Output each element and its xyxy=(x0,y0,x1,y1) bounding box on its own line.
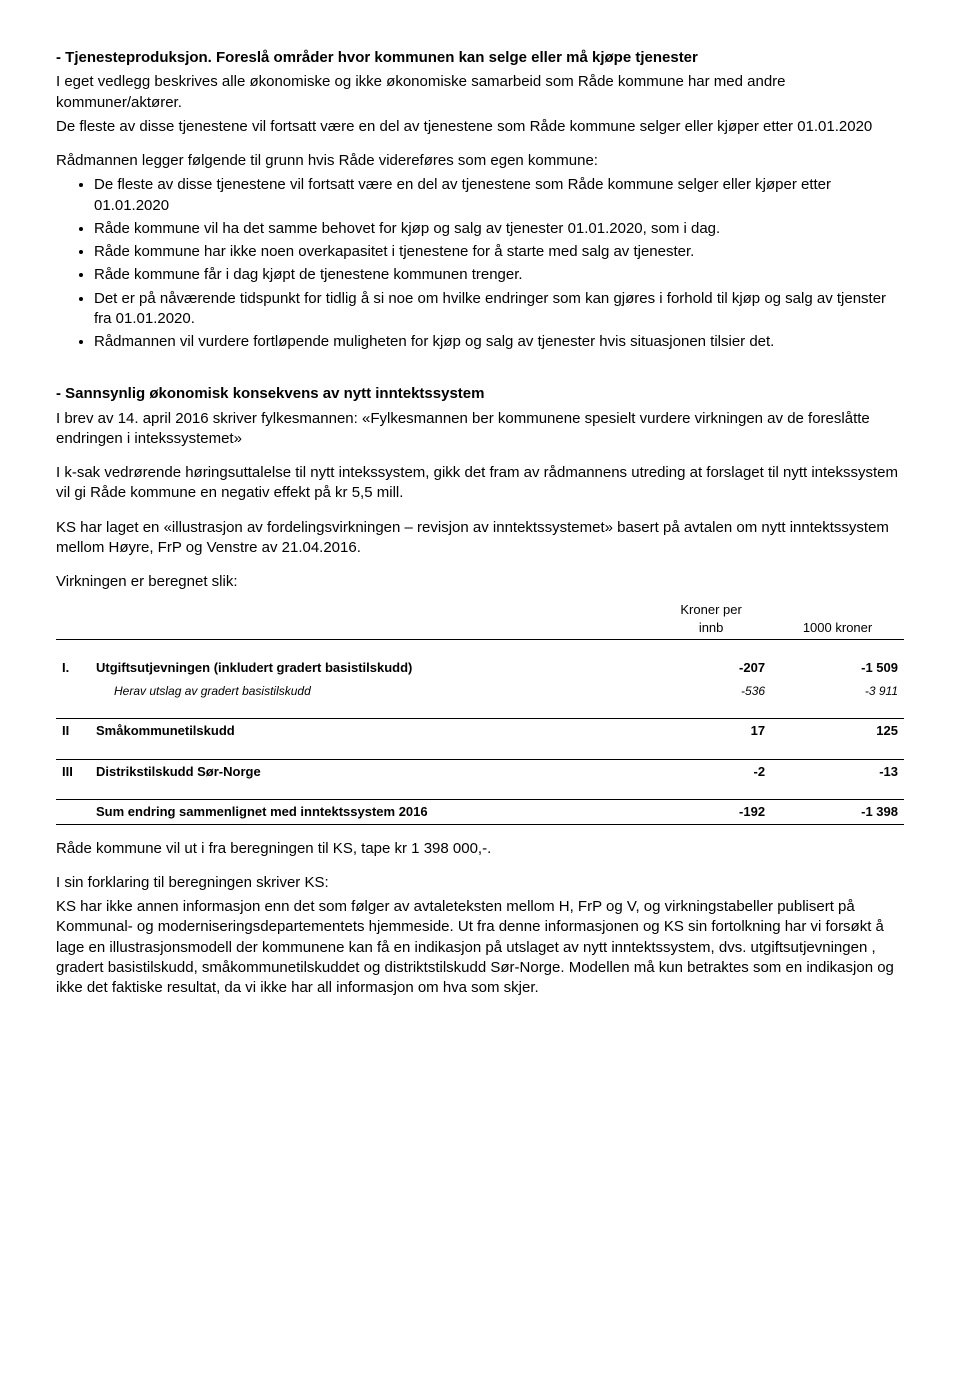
para-9: I sin forklaring til beregningen skriver… xyxy=(56,873,904,893)
effect-table: Kroner per innb 1000 kroner I. Utgiftsut… xyxy=(56,598,904,824)
para-5: I k-sak vedrørende høringsuttalelse til … xyxy=(56,463,904,504)
para-2: De fleste av disse tjenestene vil fortsa… xyxy=(56,117,904,137)
table-row: Herav utslag av gradert basistilskudd -5… xyxy=(56,680,904,702)
col-header: Kroner per innb xyxy=(651,598,771,640)
col-header: 1000 kroner xyxy=(771,598,904,640)
para-10: KS har ikke annen informasjon enn det so… xyxy=(56,897,904,998)
list-item: Råde kommune har ikke noen overkapasitet… xyxy=(94,242,904,262)
list-item: Det er på nåværende tidspunkt for tidlig… xyxy=(94,289,904,330)
para-8: Råde kommune vil ut i fra beregningen ti… xyxy=(56,839,904,859)
heading-income-system: - Sannsynlig økonomisk konsekvens av nyt… xyxy=(56,384,904,404)
table-row: III Distrikstilskudd Sør-Norge -2 -13 xyxy=(56,759,904,783)
list-item: Råde kommune får i dag kjøpt de tjeneste… xyxy=(94,265,904,285)
list-item: Rådmannen vil vurdere fortløpende muligh… xyxy=(94,332,904,352)
para-7: Virkningen er beregnet slik: xyxy=(56,572,904,592)
para-4: I brev av 14. april 2016 skriver fylkesm… xyxy=(56,409,904,450)
heading-services: - Tjenesteproduksjon. Foreslå områder hv… xyxy=(56,48,904,68)
list-item: De fleste av disse tjenestene vil fortsa… xyxy=(94,175,904,216)
table-row: II Småkommunetilskudd 17 125 xyxy=(56,719,904,743)
para-3: Rådmannen legger følgende til grunn hvis… xyxy=(56,151,904,171)
list-item: Råde kommune vil ha det samme behovet fo… xyxy=(94,219,904,239)
table-row-sum: Sum endring sammenlignet med inntektssys… xyxy=(56,800,904,825)
para-1: I eget vedlegg beskrives alle økonomiske… xyxy=(56,72,904,113)
table-row: I. Utgiftsutjevningen (inkludert gradert… xyxy=(56,656,904,680)
para-6: KS har laget en «illustrasjon av fordeli… xyxy=(56,518,904,559)
bullet-list: De fleste av disse tjenestene vil fortsa… xyxy=(56,175,904,352)
